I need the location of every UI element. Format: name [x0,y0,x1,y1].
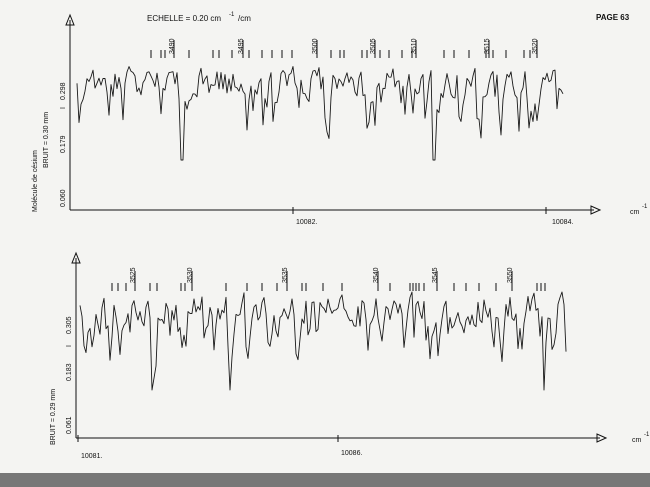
panel-2: 10081. 10086. cm -1 BRUIT = 0.29 mm 0.30… [50,251,650,460]
page-number: PAGE 63 [596,13,630,22]
molecule-label: Molécule de césium [32,150,39,212]
panel-1-intensity-label: I [60,107,67,109]
panel-2-unit-label: cm [632,437,642,444]
panel-1: 10082. 10084. cm -1 BRUIT = 0.30 mm 0.29… [43,13,648,226]
panel-2-x-label: 10086. [341,450,362,457]
panel-2-ytick-label: 0.061 [66,416,73,434]
panel-2-line-label: 3540 [373,267,380,283]
scale-label: ECHELLE = 0.20 cm [147,14,221,23]
panel-2-line-label: 3535 [282,267,289,283]
panel-2-intensity-label: I [66,345,73,347]
panel-2-line-label: 3530 [187,267,194,283]
panel-1-x-label: 10084. [552,219,573,226]
panel-1-spectrum-trace [76,66,564,161]
scanned-page [0,0,650,473]
panel-2-unit-exponent: -1 [644,432,650,438]
panel-2-line-markers [111,271,546,291]
panel-1-line-label: 3505 [370,38,377,54]
panel-1-unit-exponent: -1 [642,204,648,210]
panel-2-x-arrow-icon [596,433,608,443]
panel-2-ytick-label: 0.305 [66,316,73,334]
panel-1-ytick-label: 0.179 [60,135,67,153]
panel-1-line-label: 3515 [484,38,491,54]
panel-1-line-label: 3495 [238,38,245,54]
panel-1-ytick-label: 0.060 [60,189,67,207]
panel-1-line-label: 3510 [411,38,418,54]
scale-exponent: -1 [229,12,235,18]
panel-1-line-markers [150,40,538,58]
panel-2-noise-label: BRUIT = 0.29 mm [50,389,57,445]
panel-1-line-label: 3520 [532,38,539,54]
panel-2-y-arrow-icon [71,251,81,264]
panel-1-noise-label: BRUIT = 0.30 mm [43,112,50,168]
panel-2-x-label: 10081. [81,453,102,460]
panel-1-line-label: 3490 [169,38,176,54]
panel-1-ytick-label: 0.298 [60,82,67,100]
panel-1-x-arrow-icon [590,205,602,215]
scale-unit: /cm [238,14,251,23]
panel-1-x-label: 10082. [296,219,317,226]
panel-2-line-label: 3545 [432,267,439,283]
panel-2-spectrum-trace [79,291,567,391]
panel-2-line-label: 3525 [130,267,137,283]
panel-1-line-label: 3500 [312,38,319,54]
panel-2-line-label: 3550 [507,267,514,283]
panel-1-unit-label: cm [630,209,640,216]
panel-1-y-arrow-icon [65,13,75,26]
panel-2-ytick-label: 0.183 [66,363,73,381]
scan-bottom-edge [0,473,650,487]
